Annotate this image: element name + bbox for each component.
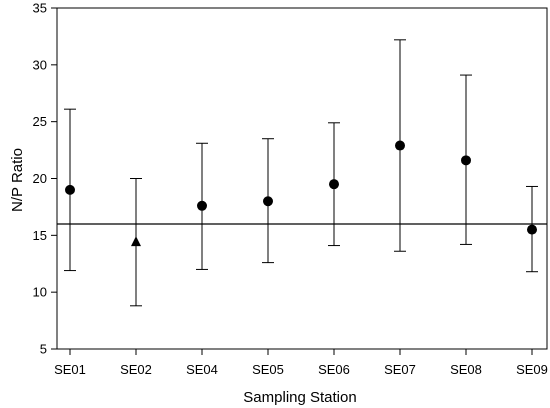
y-tick-label: 25 <box>33 114 47 129</box>
data-point <box>65 184 75 195</box>
y-tick-label: 30 <box>33 57 47 72</box>
data-point <box>329 179 339 190</box>
data-point-triangle <box>131 236 141 247</box>
x-tick-label: SE01 <box>54 362 86 377</box>
data-point <box>461 155 471 166</box>
x-tick-label: SE09 <box>516 362 548 377</box>
y-tick-label: 5 <box>40 342 47 357</box>
y-tick-label: 15 <box>33 228 47 243</box>
y-tick-label: 35 <box>33 1 47 16</box>
x-tick-label: SE08 <box>450 362 482 377</box>
plot-area: 5 10 15 20 25 30 35 SE01 SE02 SE04 SE05 SE06 SE07 SE0… <box>33 1 548 378</box>
x-tick-label: SE06 <box>318 362 350 377</box>
data-point <box>395 140 405 151</box>
y-tick-label: 10 <box>33 285 47 300</box>
x-tick-label: SE04 <box>186 362 218 377</box>
y-tick-label: 20 <box>33 171 47 186</box>
data-point <box>263 196 273 207</box>
data-point <box>527 224 537 235</box>
x-tick-label: SE02 <box>120 362 152 377</box>
data-point <box>197 200 207 211</box>
x-axis-title: Sampling Station <box>243 389 356 406</box>
y-axis-title: N/P Ratio <box>9 148 26 212</box>
x-tick-label: SE05 <box>252 362 284 377</box>
x-tick-label: SE07 <box>384 362 416 377</box>
